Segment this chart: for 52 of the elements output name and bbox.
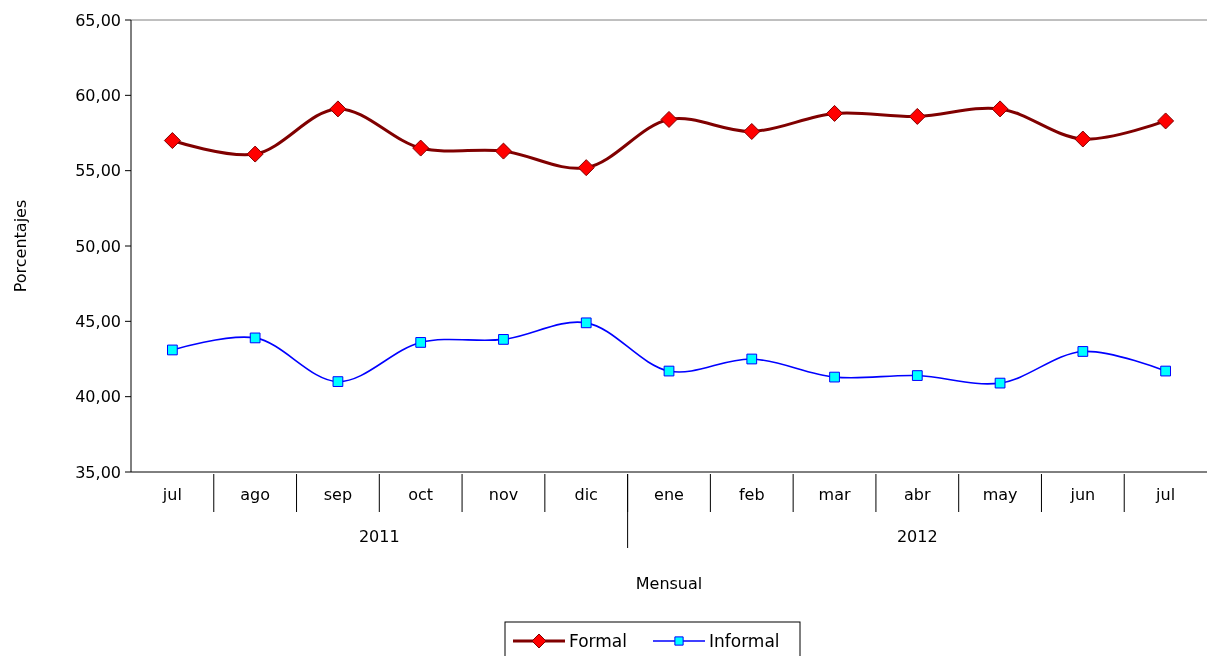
legend-label: Formal: [569, 631, 627, 651]
point: [494, 142, 512, 160]
point: [332, 376, 344, 387]
x-tick-label: mar: [818, 485, 851, 504]
x-tick-label: abr: [904, 485, 931, 504]
point: [1074, 130, 1092, 148]
point: [249, 332, 261, 344]
point: [908, 107, 926, 125]
point: [829, 371, 840, 383]
point: [1077, 346, 1089, 357]
y-tick-label: 60,00: [75, 85, 121, 105]
point: [167, 344, 178, 356]
point: [246, 145, 264, 163]
y-tick-label: 45,00: [75, 311, 121, 331]
y-tick-label: 55,00: [75, 161, 121, 181]
x-tick-label: may: [982, 485, 1018, 504]
point: [991, 100, 1009, 118]
point: [746, 353, 758, 365]
point: [743, 122, 761, 140]
point: [826, 104, 844, 122]
point: [911, 370, 923, 381]
y-axis-title: Porcentajes: [11, 199, 30, 293]
x-tick-label: ago: [240, 485, 271, 504]
x-tick-label: ene: [654, 485, 684, 504]
point: [1157, 112, 1175, 130]
point: [415, 337, 427, 348]
y-tick-label: 40,00: [75, 387, 121, 407]
x-tick-label: nov: [488, 485, 519, 504]
x-tick-label: sep: [323, 485, 353, 504]
point: [412, 139, 430, 157]
x-tick-label: dic: [574, 485, 598, 504]
x-tick-label: jul: [161, 485, 182, 504]
x-tick-label: feb: [738, 485, 765, 504]
y-tick-label: 65,00: [75, 10, 121, 30]
point: [577, 159, 595, 177]
x-axis-title: Mensual: [635, 574, 703, 593]
x-tick-label: oct: [408, 485, 434, 504]
x-tick-label: jun: [1069, 485, 1096, 504]
point: [580, 317, 592, 329]
x-tick-label: jul: [1155, 485, 1176, 504]
point: [498, 334, 509, 345]
point: [663, 365, 675, 377]
point: [660, 110, 678, 128]
y-tick-label: 50,00: [75, 236, 121, 256]
text: 2011: [358, 527, 400, 546]
point: [163, 132, 181, 150]
legend-label: Informal: [709, 631, 780, 651]
text: 2012: [896, 527, 938, 546]
point: [994, 377, 1006, 389]
point: [329, 100, 347, 118]
y-tick-label: 35,00: [75, 462, 121, 482]
point: [1160, 365, 1171, 377]
